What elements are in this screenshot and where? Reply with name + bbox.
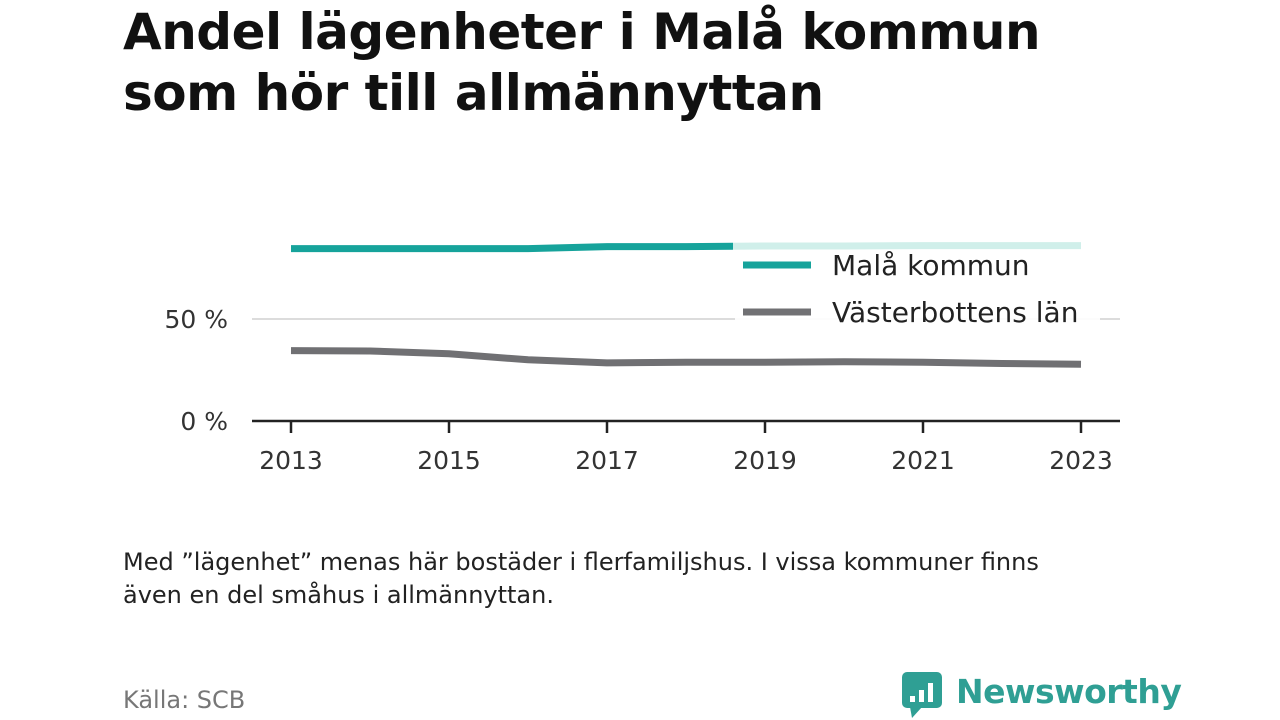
- x-tick-label: 2013: [259, 446, 323, 475]
- chart-title: Andel lägenheter i Malå kommun som hör t…: [123, 2, 1123, 124]
- chart-title-line-2: som hör till allmännyttan: [123, 64, 824, 122]
- series-line-mala-kommun: [291, 242, 733, 253]
- legend-label: Malå kommun: [832, 249, 1030, 282]
- chart-legend: Malå kommun Västerbottens län: [735, 249, 1100, 329]
- legend-label: Västerbottens län: [832, 296, 1078, 329]
- y-tick-label: 0 %: [180, 407, 228, 436]
- chart-note-line-1: Med ”lägenhet” menas här bostäder i fler…: [123, 548, 1039, 576]
- chart-note-line-2: även en del småhus i allmännyttan.: [123, 581, 554, 609]
- y-tick-label: 50 %: [164, 305, 228, 334]
- series-line-vasterbottens-lan: [290, 347, 1082, 368]
- x-tick-label: 2015: [417, 446, 481, 475]
- series-line-mala-kommun-faded: [733, 242, 1081, 250]
- chart-note: Med ”lägenhet” menas här bostäder i fler…: [123, 546, 1123, 612]
- x-tick-label: 2021: [891, 446, 955, 475]
- x-tick-label: 2017: [575, 446, 639, 475]
- source-credit: Källa: SCB: [123, 686, 246, 714]
- x-tick-label: 2019: [733, 446, 797, 475]
- brand-name: Newsworthy: [956, 672, 1182, 711]
- line-chart: 0 % 50 % 2013 2015 2017 2019 2021 2023 Malå komm…: [164, 242, 1120, 475]
- bar-chart-speech-bubble-icon: [902, 672, 942, 718]
- chart-title-line-1: Andel lägenheter i Malå kommun: [123, 3, 1041, 61]
- x-tick-label: 2023: [1049, 446, 1113, 475]
